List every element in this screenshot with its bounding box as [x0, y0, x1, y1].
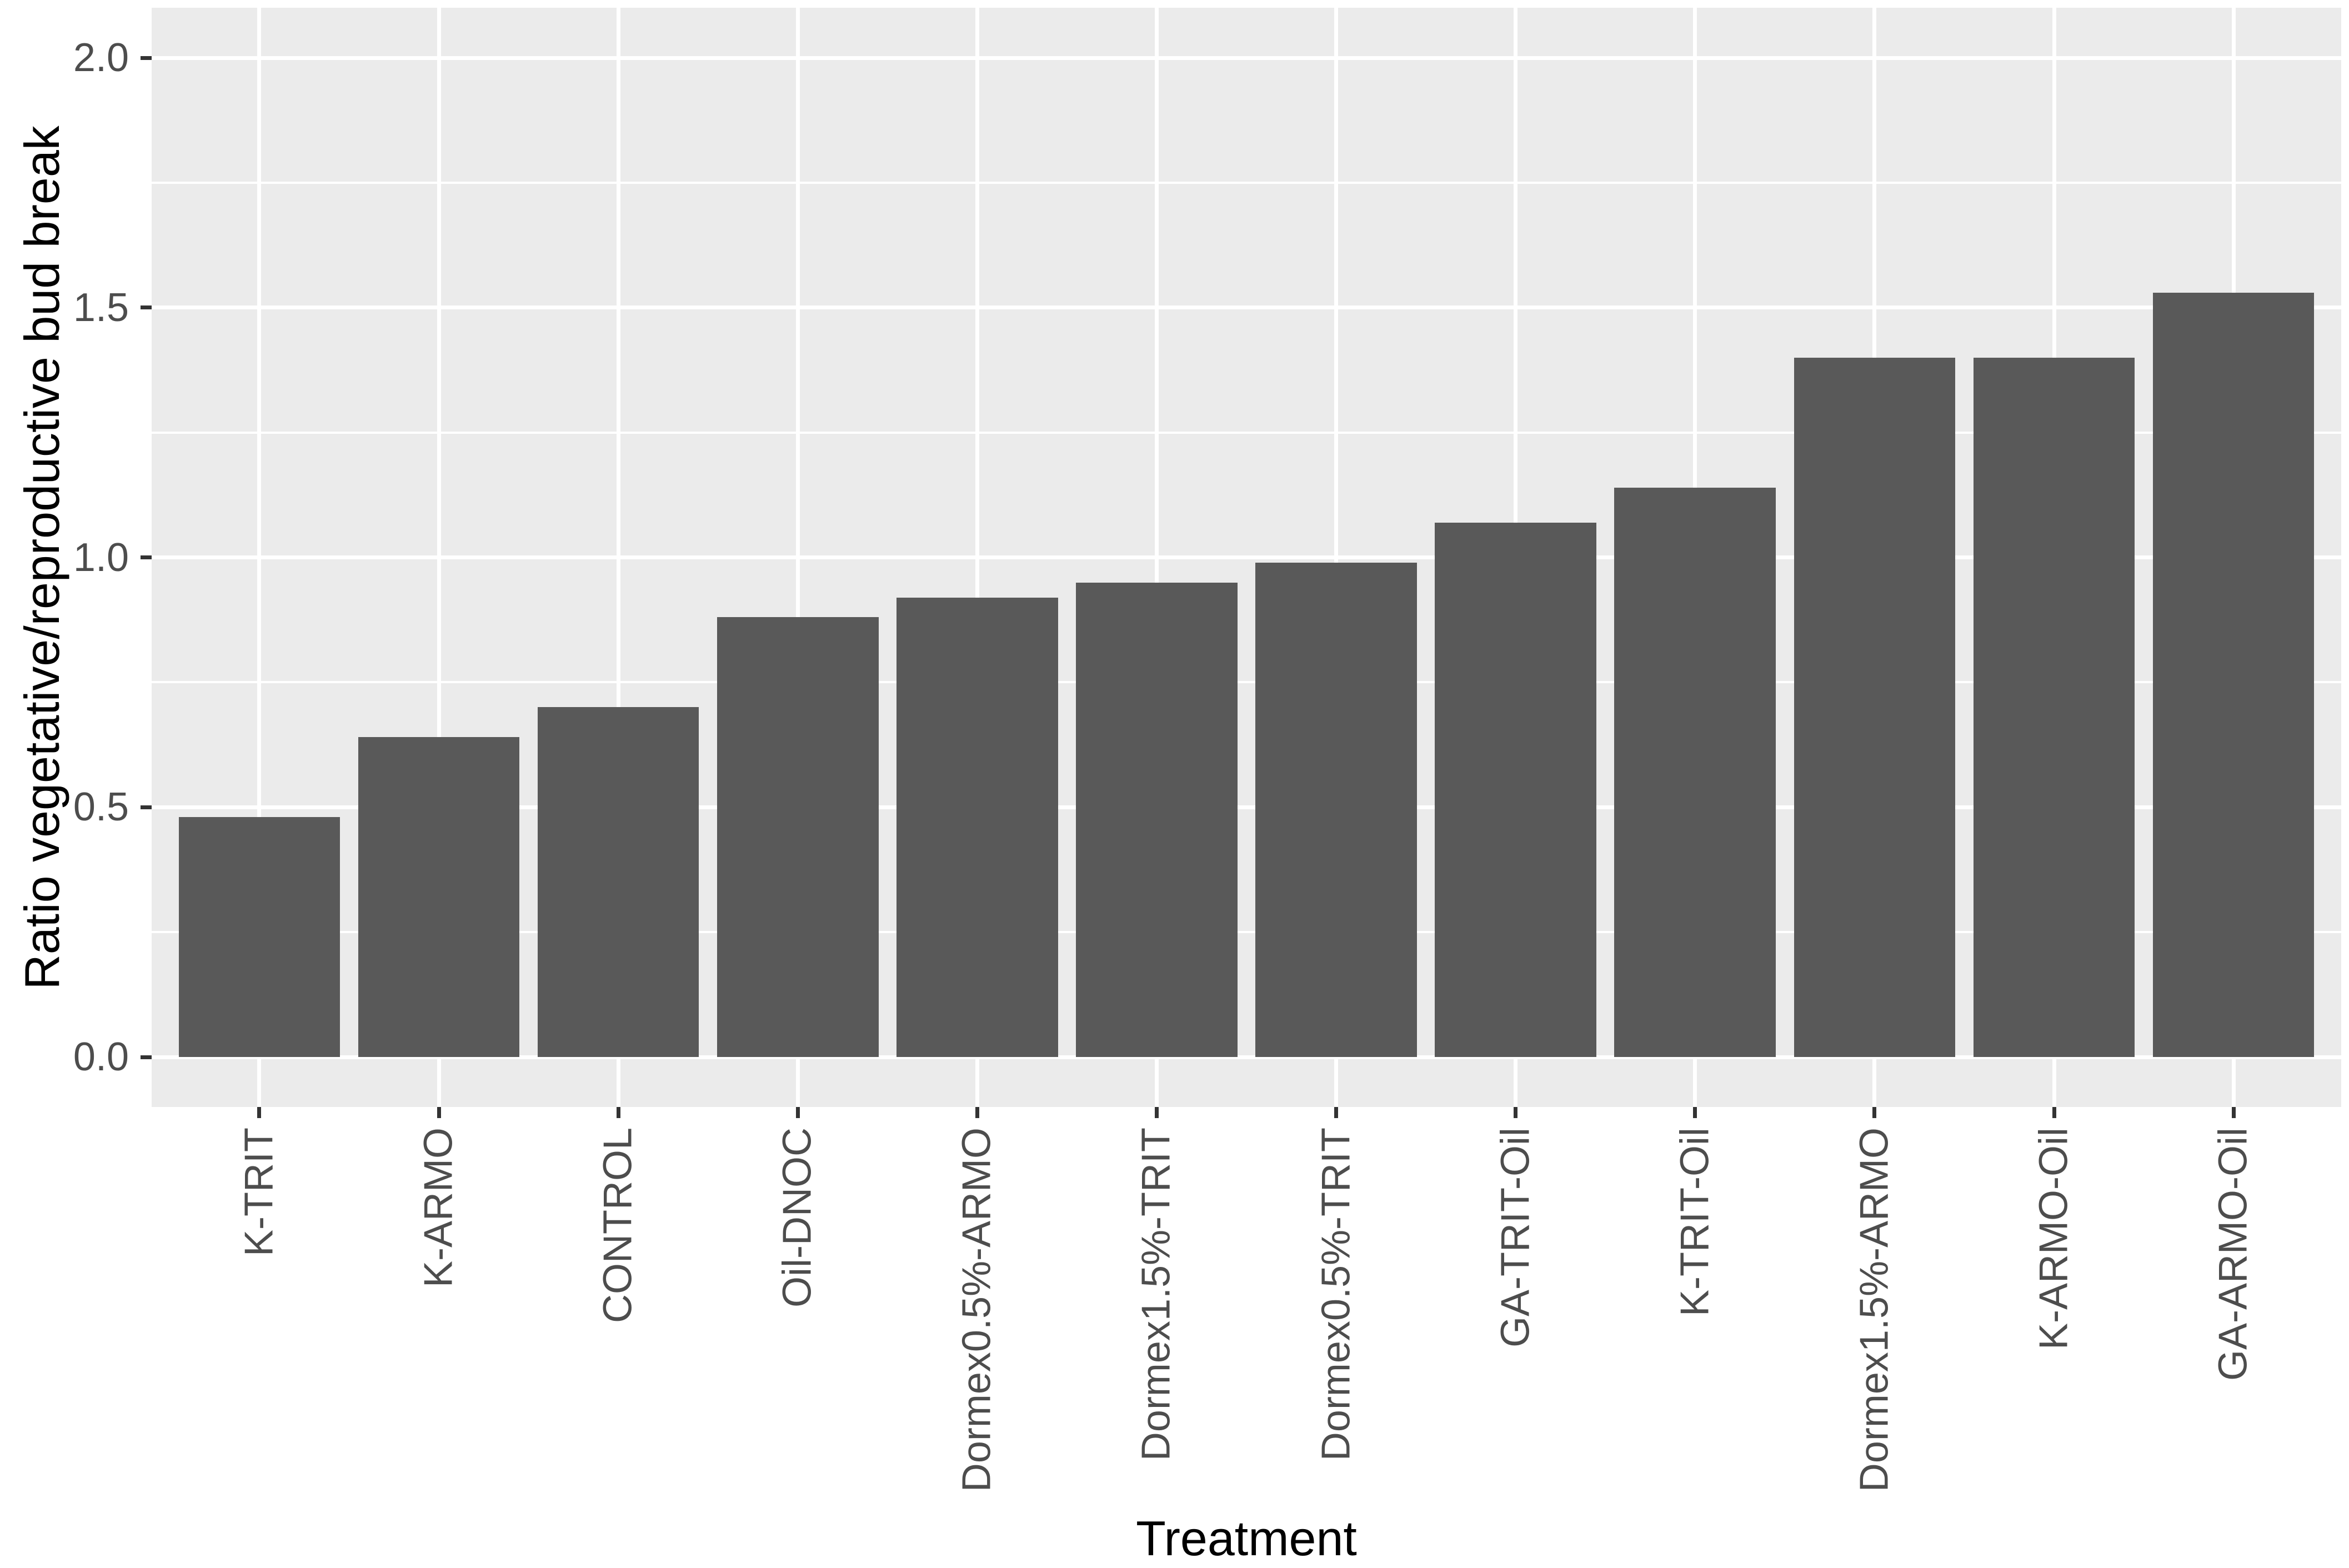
y-tick-label: 1.0	[73, 535, 129, 580]
y-tick-label: 2.0	[73, 36, 129, 80]
y-tick-mark	[141, 305, 152, 310]
bar-K-TRIT-Oil	[1614, 487, 1776, 1058]
x-tick-mark	[257, 1107, 262, 1118]
bar-Dormex1.5%-TRIT	[1076, 582, 1238, 1058]
x-tick-mark	[1514, 1107, 1518, 1118]
gridline-major	[152, 305, 2341, 310]
bar-K-TRIT	[178, 817, 340, 1058]
bar-GA-TRIT-Oil	[1435, 522, 1597, 1057]
gridline-minor	[152, 181, 2341, 184]
x-tick-label: GA-TRIT-Oil	[1493, 1128, 1538, 1347]
bar-Oil-DNOC	[717, 617, 879, 1057]
bar-Dormex0.5%-ARMO	[896, 597, 1058, 1058]
gridline-minor	[152, 431, 2341, 434]
x-axis-title: Treatment	[1136, 1511, 1357, 1566]
x-tick-label: K-ARMO	[416, 1128, 461, 1288]
x-tick-label: Dormex0.5%-ARMO	[954, 1128, 999, 1492]
x-tick-mark	[1334, 1107, 1339, 1118]
x-tick-label: Dormex1.5%-ARMO	[1852, 1128, 1897, 1492]
x-tick-label: Dormex1.5%-TRIT	[1134, 1128, 1179, 1461]
y-tick-mark	[141, 1055, 152, 1059]
x-tick-mark	[1154, 1107, 1159, 1118]
bar-K-ARMO-Oil	[1973, 357, 2135, 1058]
bar-Dormex1.5%-ARMO	[1794, 357, 1956, 1058]
gridline-vertical	[975, 8, 979, 1107]
x-tick-mark	[616, 1107, 620, 1118]
y-tick-mark	[141, 555, 152, 559]
gridline-vertical	[257, 8, 262, 1107]
x-tick-mark	[795, 1107, 800, 1118]
x-tick-mark	[2052, 1107, 2056, 1118]
gridline-vertical	[616, 8, 620, 1107]
gridline-vertical	[1154, 8, 1159, 1107]
gridline-major	[152, 805, 2341, 809]
x-tick-label: CONTROL	[595, 1128, 640, 1324]
bar-GA-ARMO-Oil	[2152, 292, 2315, 1057]
y-tick-mark	[141, 805, 152, 809]
bar-CONTROL	[537, 707, 699, 1058]
x-tick-label: K-ARMO-Oil	[2031, 1128, 2076, 1350]
x-tick-mark	[437, 1107, 441, 1118]
y-tick-label: 0.0	[73, 1035, 129, 1079]
gridline-major	[152, 56, 2341, 60]
x-tick-mark	[975, 1107, 979, 1118]
bar-K-ARMO	[358, 737, 520, 1057]
y-tick-mark	[141, 56, 152, 60]
x-tick-label: Oil-DNOC	[775, 1128, 820, 1307]
x-tick-label: K-TRIT	[237, 1128, 282, 1256]
gridline-vertical	[437, 8, 441, 1107]
x-tick-label: Dormex0.5%-TRIT	[1314, 1128, 1358, 1461]
y-tick-label: 0.5	[73, 785, 129, 830]
x-tick-mark	[1693, 1107, 1697, 1118]
gridline-minor	[152, 681, 2341, 684]
x-tick-label: GA-ARMO-Oil	[2211, 1128, 2256, 1381]
gridline-major	[152, 1055, 2341, 1059]
gridline-major	[152, 555, 2341, 559]
gridline-minor	[152, 931, 2341, 934]
y-axis-title: Ratio vegetative/reproductive bud break	[14, 125, 69, 990]
gridline-vertical	[1334, 8, 1339, 1107]
x-tick-mark	[1872, 1107, 1877, 1118]
x-tick-mark	[2231, 1107, 2236, 1118]
x-tick-label: K-TRIT-Oil	[1672, 1128, 1717, 1316]
y-tick-label: 1.5	[73, 285, 129, 330]
gridline-vertical	[795, 8, 800, 1107]
bar-Dormex0.5%-TRIT	[1255, 562, 1417, 1058]
